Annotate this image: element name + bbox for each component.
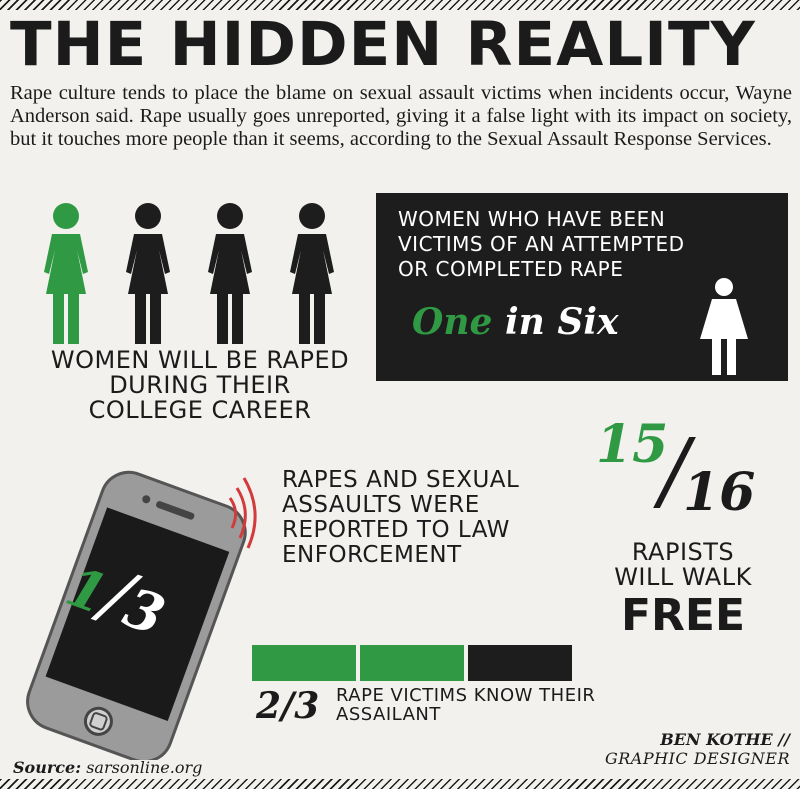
bottom-hatch-border	[0, 779, 800, 789]
intro-paragraph: Rape culture tends to place the blame on…	[10, 82, 792, 150]
rapists-fraction-numerator: 15	[596, 414, 669, 475]
rapists-caption: RAPISTS WILL WALK	[614, 538, 752, 591]
source-line: Source: sarsonline.org	[13, 758, 202, 777]
phone-icon	[26, 470, 257, 760]
phone-stat-caption: RAPES AND SEXUAL ASSAULTS WERE REPORTED …	[282, 467, 520, 568]
bar-segment	[252, 645, 356, 681]
victims-fraction: 2/3	[256, 685, 320, 727]
women-icons-row	[44, 203, 334, 344]
rapists-fraction-denominator: 16	[683, 462, 756, 523]
stat-in-six: in Six	[504, 301, 619, 343]
credit-name: BEN KOTHE //	[660, 730, 790, 749]
one-in-six-stat: One in Six	[412, 301, 619, 343]
one-in-six-box: WOMEN WHO HAVE BEEN VICTIMS OF AN ATTEMP…	[376, 193, 788, 381]
victims-bar	[252, 645, 572, 681]
rapists-fraction-slash: /	[660, 421, 689, 521]
stat-one: One	[412, 301, 493, 343]
source-label: Source:	[13, 758, 82, 777]
woman-icon	[208, 203, 252, 344]
top-hatch-border	[0, 0, 800, 10]
woman-icon	[290, 203, 334, 344]
rapists-stat: RAPISTS WILL WALK FREE	[608, 540, 758, 642]
page-title: THE HIDDEN REALITY	[10, 9, 756, 80]
source-value: sarsonline.org	[86, 758, 203, 777]
bar-segment	[468, 645, 572, 681]
woman-icon	[44, 203, 88, 344]
women-stat-caption: WOMEN WILL BE RAPED DURING THEIR COLLEGE…	[50, 346, 350, 424]
woman-icon	[700, 278, 748, 375]
one-in-six-caption: WOMEN WHO HAVE BEEN VICTIMS OF AN ATTEMP…	[398, 207, 685, 281]
victims-caption: RAPE VICTIMS KNOW THEIR ASSAILANT	[336, 685, 596, 725]
credit-role: GRAPHIC DESIGNER	[604, 749, 790, 768]
bar-segment	[360, 645, 464, 681]
credit-block: BEN KOTHE // GRAPHIC DESIGNER	[605, 730, 790, 768]
woman-icon	[126, 203, 170, 344]
rapists-emphasis: FREE	[620, 590, 746, 641]
